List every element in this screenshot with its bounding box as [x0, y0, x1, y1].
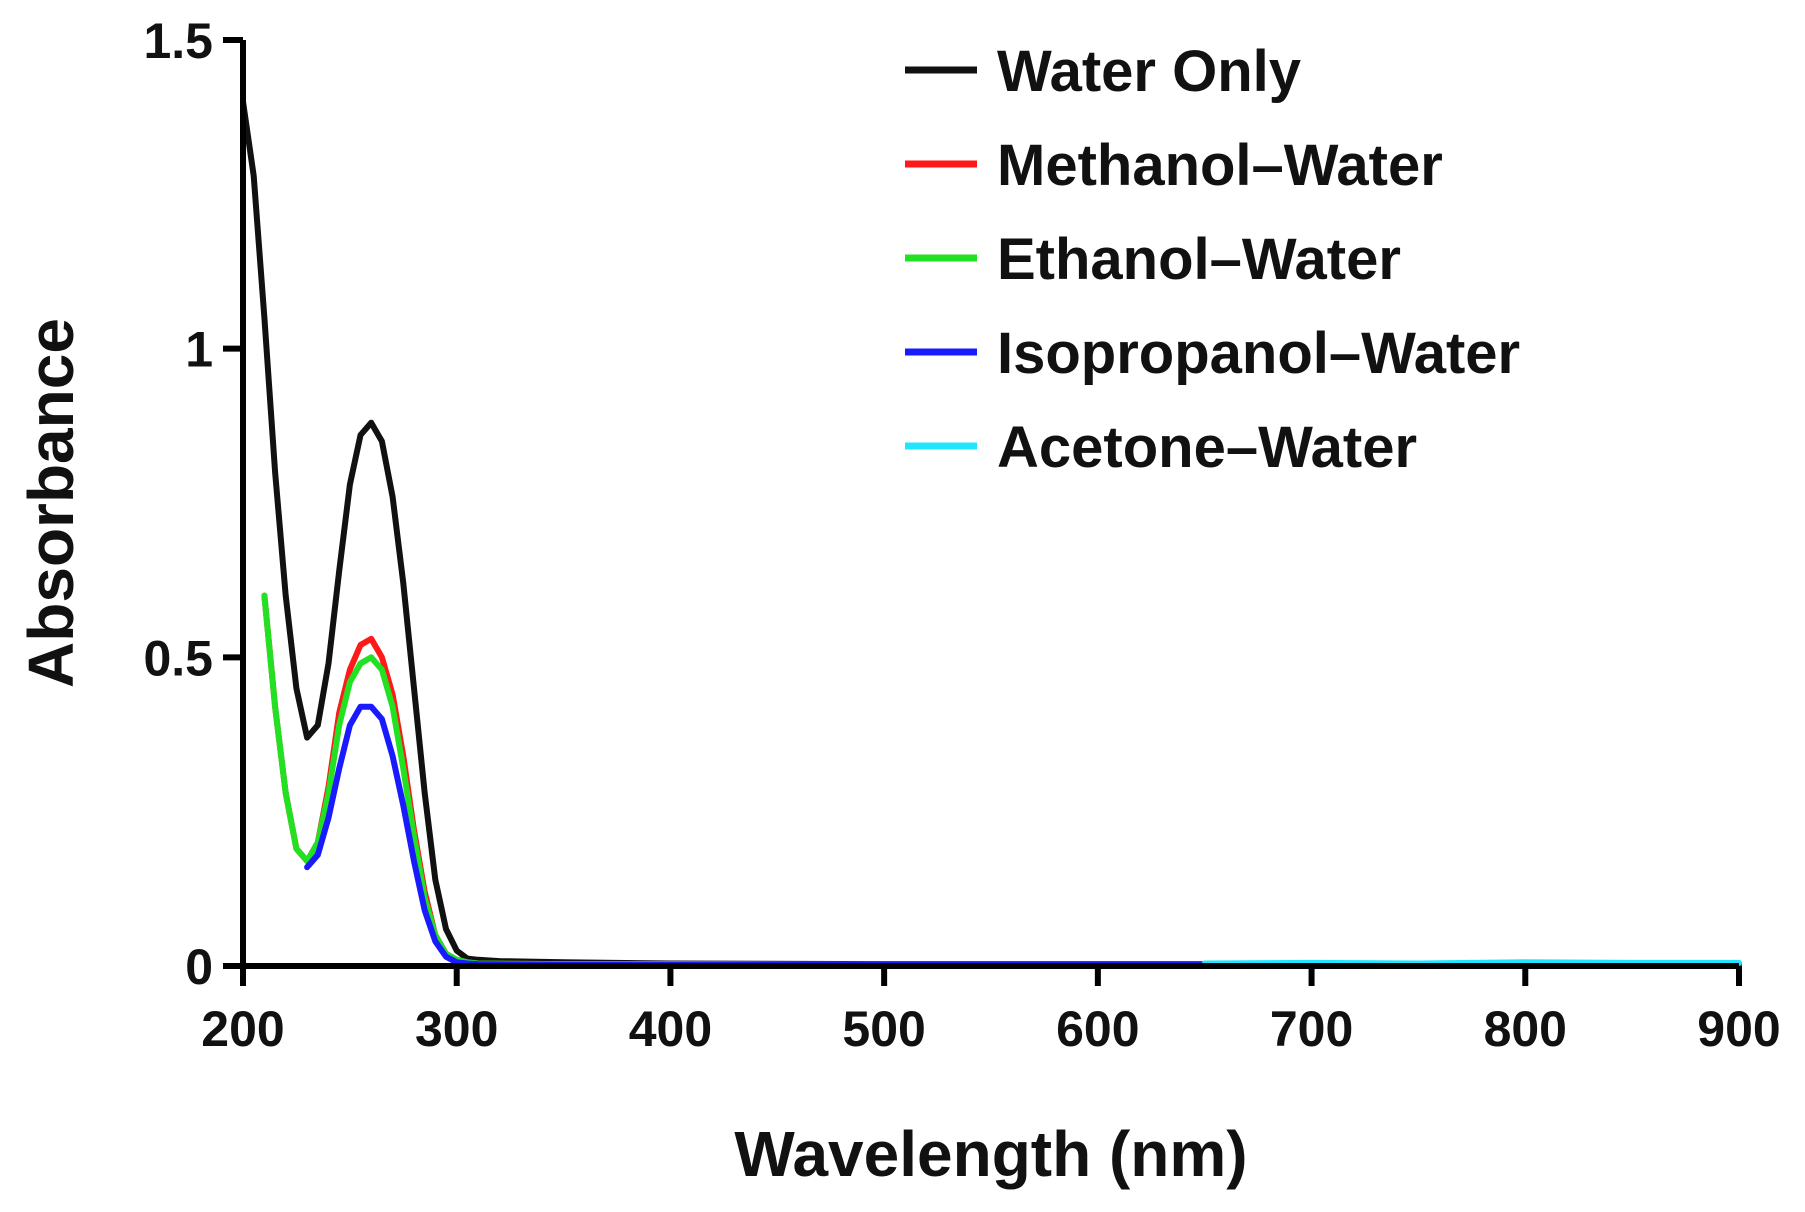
- series-layer: [240, 98, 1742, 968]
- legend-label: Acetone–Water: [997, 415, 1417, 480]
- tick-layer: 200 300 400 500 600 700 800 900 0 0.5 1 1.5: [143, 13, 1780, 1057]
- x-tick-label: 200: [201, 1001, 284, 1057]
- y-tick-label: 0.5: [143, 630, 213, 686]
- y-tick-label: 0: [185, 939, 213, 995]
- x-tick-label: 600: [1056, 1001, 1139, 1057]
- series-line-methanol-water: [261, 592, 1742, 968]
- legend-label: Isopropanol–Water: [997, 321, 1520, 386]
- x-axis-title: Wavelength (nm): [734, 1118, 1247, 1190]
- legend-label: Methanol–Water: [997, 133, 1443, 198]
- x-tick-label: 400: [629, 1001, 712, 1057]
- legend: Water Only Methanol–Water Ethanol–Water Iso…: [905, 39, 1520, 480]
- x-tick-label: 500: [842, 1001, 925, 1057]
- series-line-water-only: [240, 98, 1742, 968]
- x-tick-label: 800: [1484, 1001, 1567, 1057]
- y-axis-title: Absorbance: [15, 318, 87, 688]
- x-tick-label: 300: [415, 1001, 498, 1057]
- legend-label: Ethanol–Water: [997, 227, 1401, 292]
- y-tick-label: 1.5: [143, 13, 213, 69]
- x-tick-label: 700: [1270, 1001, 1353, 1057]
- series-line-ethanol-water: [261, 592, 1742, 968]
- legend-label: Water Only: [997, 39, 1301, 104]
- series-line-isopropanol-water: [304, 703, 1742, 968]
- x-tick-label: 900: [1697, 1001, 1780, 1057]
- y-tick-label: 1: [185, 322, 213, 378]
